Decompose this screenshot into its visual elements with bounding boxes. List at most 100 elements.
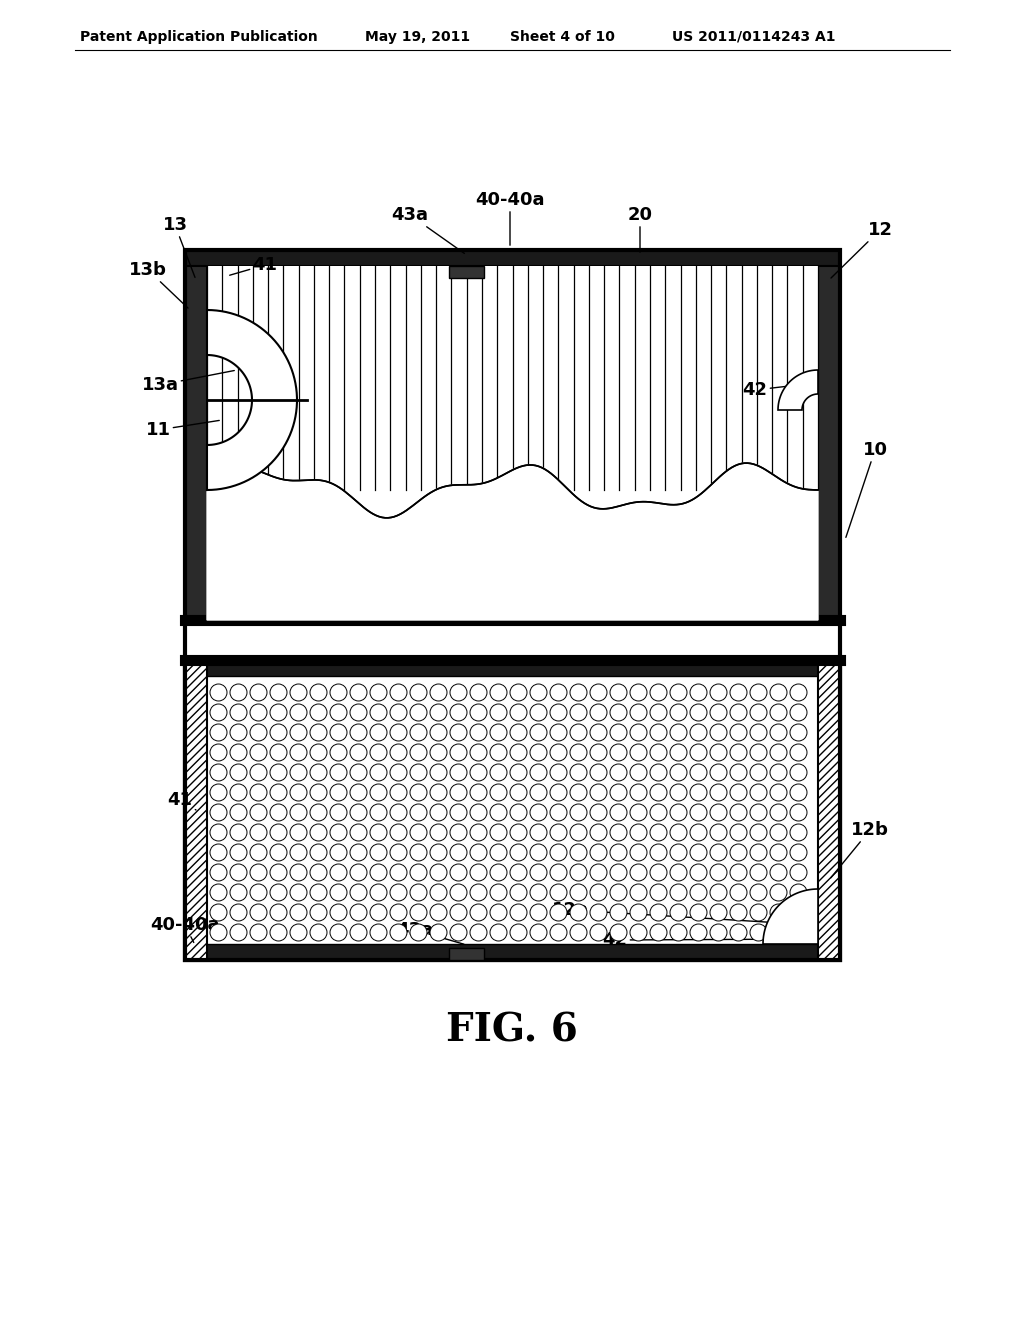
Bar bbox=[207, 267, 818, 490]
Circle shape bbox=[690, 843, 707, 861]
Circle shape bbox=[670, 843, 687, 861]
Circle shape bbox=[670, 884, 687, 902]
Circle shape bbox=[610, 704, 627, 721]
Circle shape bbox=[610, 723, 627, 741]
Circle shape bbox=[470, 804, 487, 821]
Circle shape bbox=[430, 764, 447, 781]
Circle shape bbox=[710, 924, 727, 941]
Circle shape bbox=[430, 704, 447, 721]
Circle shape bbox=[470, 824, 487, 841]
Circle shape bbox=[470, 904, 487, 921]
Circle shape bbox=[450, 843, 467, 861]
Circle shape bbox=[250, 764, 267, 781]
Circle shape bbox=[470, 865, 487, 880]
Circle shape bbox=[710, 804, 727, 821]
Circle shape bbox=[570, 784, 587, 801]
Circle shape bbox=[770, 744, 787, 762]
Circle shape bbox=[250, 904, 267, 921]
Circle shape bbox=[670, 704, 687, 721]
Circle shape bbox=[410, 784, 427, 801]
Circle shape bbox=[690, 904, 707, 921]
Circle shape bbox=[750, 904, 767, 921]
Circle shape bbox=[530, 784, 547, 801]
Circle shape bbox=[650, 924, 667, 941]
Circle shape bbox=[250, 824, 267, 841]
Circle shape bbox=[270, 804, 287, 821]
Circle shape bbox=[290, 924, 307, 941]
Circle shape bbox=[730, 704, 746, 721]
Circle shape bbox=[230, 824, 247, 841]
Circle shape bbox=[410, 684, 427, 701]
Circle shape bbox=[730, 684, 746, 701]
Circle shape bbox=[730, 723, 746, 741]
Circle shape bbox=[290, 684, 307, 701]
Circle shape bbox=[610, 824, 627, 841]
Circle shape bbox=[770, 824, 787, 841]
Circle shape bbox=[570, 723, 587, 741]
Circle shape bbox=[670, 723, 687, 741]
Text: FIG. 6: FIG. 6 bbox=[446, 1011, 578, 1049]
Circle shape bbox=[650, 723, 667, 741]
Circle shape bbox=[370, 865, 387, 880]
Bar bbox=[185, 660, 207, 960]
Circle shape bbox=[210, 865, 227, 880]
Circle shape bbox=[310, 723, 327, 741]
Circle shape bbox=[330, 924, 347, 941]
Circle shape bbox=[690, 723, 707, 741]
Circle shape bbox=[690, 924, 707, 941]
Bar bbox=[818, 660, 840, 960]
Circle shape bbox=[650, 784, 667, 801]
Circle shape bbox=[410, 804, 427, 821]
Circle shape bbox=[350, 764, 367, 781]
Circle shape bbox=[330, 804, 347, 821]
Bar bbox=[185, 660, 840, 676]
Circle shape bbox=[490, 764, 507, 781]
Circle shape bbox=[330, 843, 347, 861]
Circle shape bbox=[390, 764, 407, 781]
Circle shape bbox=[530, 684, 547, 701]
Circle shape bbox=[470, 784, 487, 801]
Circle shape bbox=[250, 843, 267, 861]
Bar bbox=[818, 249, 840, 620]
Circle shape bbox=[590, 704, 607, 721]
Circle shape bbox=[370, 723, 387, 741]
Circle shape bbox=[510, 804, 527, 821]
Circle shape bbox=[430, 804, 447, 821]
Circle shape bbox=[530, 884, 547, 902]
Circle shape bbox=[790, 684, 807, 701]
Circle shape bbox=[410, 704, 427, 721]
Circle shape bbox=[450, 764, 467, 781]
Circle shape bbox=[270, 764, 287, 781]
Circle shape bbox=[450, 784, 467, 801]
Circle shape bbox=[270, 824, 287, 841]
Circle shape bbox=[710, 824, 727, 841]
Circle shape bbox=[330, 784, 347, 801]
Circle shape bbox=[230, 744, 247, 762]
Circle shape bbox=[530, 764, 547, 781]
Circle shape bbox=[330, 824, 347, 841]
Circle shape bbox=[730, 784, 746, 801]
Circle shape bbox=[350, 884, 367, 902]
Bar bbox=[450, 267, 484, 279]
Circle shape bbox=[270, 723, 287, 741]
Circle shape bbox=[310, 804, 327, 821]
Circle shape bbox=[390, 744, 407, 762]
Circle shape bbox=[310, 744, 327, 762]
Circle shape bbox=[570, 804, 587, 821]
Circle shape bbox=[250, 924, 267, 941]
Circle shape bbox=[550, 744, 567, 762]
Circle shape bbox=[210, 843, 227, 861]
Circle shape bbox=[510, 904, 527, 921]
Circle shape bbox=[610, 924, 627, 941]
Circle shape bbox=[370, 843, 387, 861]
Bar bbox=[185, 249, 840, 267]
Circle shape bbox=[210, 824, 227, 841]
Circle shape bbox=[570, 824, 587, 841]
Circle shape bbox=[790, 884, 807, 902]
Circle shape bbox=[730, 744, 746, 762]
Circle shape bbox=[670, 865, 687, 880]
Circle shape bbox=[650, 865, 667, 880]
Circle shape bbox=[290, 723, 307, 741]
Circle shape bbox=[230, 804, 247, 821]
Circle shape bbox=[490, 824, 507, 841]
